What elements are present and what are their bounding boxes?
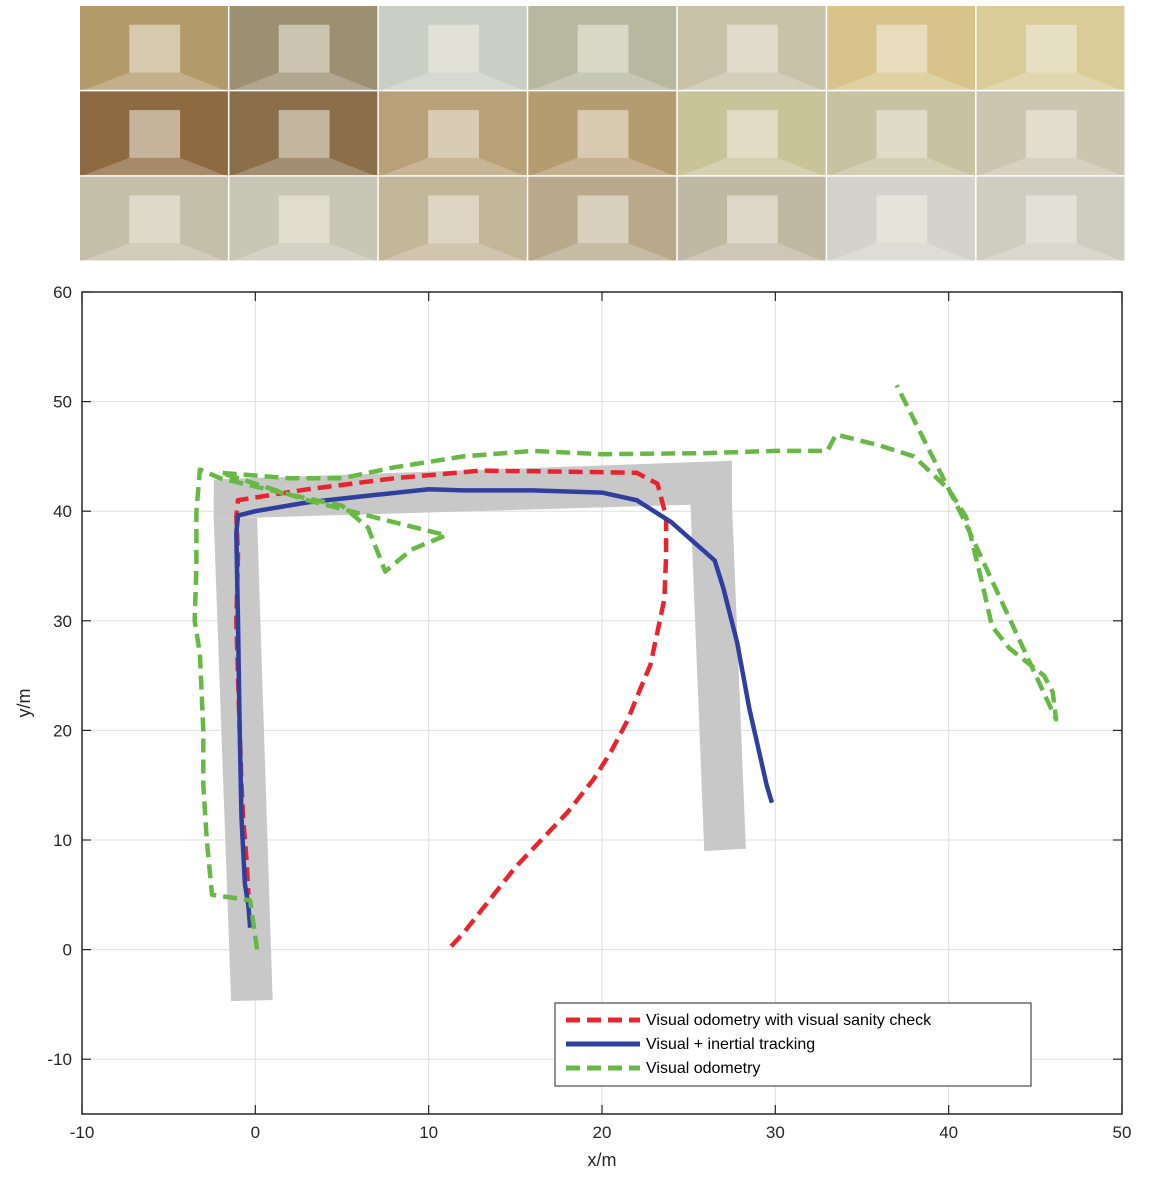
camera-frame-floor — [378, 243, 527, 262]
series-line-0 — [234, 468, 669, 948]
y-tick-label: 30 — [53, 612, 72, 631]
y-tick-label: 0 — [63, 941, 72, 960]
camera-frame-floor — [528, 243, 677, 262]
x-tick-label: 10 — [419, 1123, 438, 1142]
camera-frame-floor — [976, 243, 1125, 262]
camera-frame-vanishing-area — [129, 110, 181, 158]
camera-frame-vanishing-area — [428, 24, 479, 73]
series-line-1 — [234, 487, 775, 928]
camera-frame-vanishing-area — [129, 24, 181, 73]
camera-frame-vanishing-area — [278, 24, 330, 73]
legend: Visual odometry with visual sanity check… — [554, 1002, 1032, 1087]
camera-frame-floor — [528, 72, 677, 92]
x-axis-label: x/m — [588, 1150, 617, 1170]
camera-frame-vanishing-area — [428, 110, 479, 158]
camera-frame-vanishing-area — [278, 195, 330, 244]
camera-frame-vanishing-area — [727, 195, 778, 244]
camera-frame-floor — [229, 72, 378, 92]
camera-frame-vanishing-area — [129, 195, 181, 244]
camera-frame-vanishing-area — [1025, 24, 1077, 73]
camera-frame-vanishing-area — [1025, 195, 1077, 244]
camera-frame-floor — [229, 243, 378, 262]
x-tick-label: 0 — [251, 1123, 260, 1142]
camera-frame-vanishing-area — [577, 24, 629, 73]
camera-frame-vanishing-area — [727, 24, 778, 73]
camera-frame-thumbnail-strip — [80, 6, 1125, 262]
x-tick-label: -10 — [70, 1123, 95, 1142]
camera-frame-floor — [827, 157, 976, 177]
camera-frame-floor — [677, 72, 826, 92]
camera-frame-vanishing-area — [278, 110, 330, 158]
y-tick-label: 60 — [53, 283, 72, 302]
x-tick-label: 30 — [766, 1123, 785, 1142]
legend-label-visual-odometry-sanity-check: Visual odometry with visual sanity check — [646, 1012, 932, 1029]
y-axis-label: y/m — [14, 689, 34, 718]
corridor-segment-2 — [690, 503, 746, 851]
camera-frame-floor — [677, 157, 826, 177]
camera-frame-floor — [80, 72, 228, 92]
camera-frame-floor — [976, 157, 1125, 177]
y-tick-label: 50 — [53, 393, 72, 412]
camera-frame-vanishing-area — [727, 110, 778, 158]
camera-frame-floor — [80, 243, 228, 262]
camera-frame-floor — [80, 157, 228, 177]
y-tick-label: 40 — [53, 502, 72, 521]
axis-ticks: -10 0 10 20 30 40 50 -10 0 10 20 30 40 50 60 — [47, 283, 1131, 1142]
y-tick-label: 10 — [53, 831, 72, 850]
legend-label-visual-odometry: Visual odometry — [646, 1060, 760, 1077]
camera-frame-floor — [528, 157, 677, 177]
x-tick-label: 50 — [1113, 1123, 1132, 1142]
camera-frame-floor — [827, 243, 976, 262]
camera-frame-vanishing-area — [577, 195, 629, 244]
trajectory-series — [192, 384, 1059, 950]
camera-frame-floor — [229, 157, 378, 177]
y-tick-label: -10 — [47, 1050, 72, 1069]
camera-frame-vanishing-area — [428, 195, 479, 244]
x-tick-label: 40 — [939, 1123, 958, 1142]
x-tick-label: 20 — [593, 1123, 612, 1142]
camera-frame-floor — [378, 157, 527, 177]
legend-label-visual-inertial-tracking: Visual + inertial tracking — [646, 1036, 815, 1053]
y-tick-label: 20 — [53, 721, 72, 740]
camera-frame-vanishing-area — [1025, 110, 1077, 158]
corridor-segment-0 — [213, 517, 273, 1002]
camera-frame-floor — [976, 72, 1125, 92]
camera-frame-floor — [378, 72, 527, 92]
camera-frame-vanishing-area — [876, 195, 928, 244]
camera-frame-vanishing-area — [876, 110, 928, 158]
camera-frame-floor — [677, 243, 826, 262]
camera-frame-vanishing-area — [577, 110, 629, 158]
camera-frame-floor — [827, 72, 976, 92]
camera-frame-vanishing-area — [876, 24, 928, 73]
series-line-2 — [192, 384, 1059, 950]
